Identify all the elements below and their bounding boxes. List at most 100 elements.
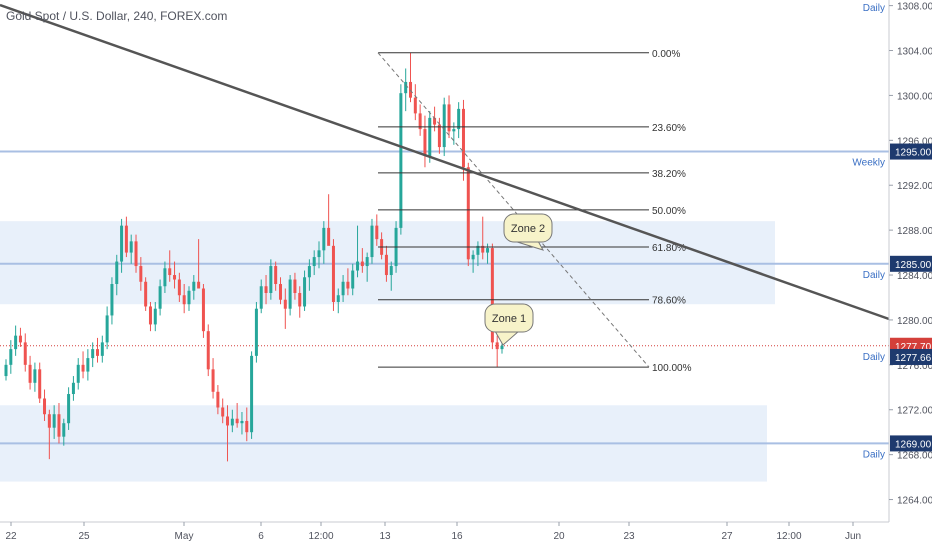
candle-body (177, 279, 181, 296)
descending-trendline (0, 3, 890, 321)
candle-body (134, 241, 138, 267)
candle-body (245, 420, 249, 433)
price-axis-background (889, 0, 932, 550)
price-tick-label: 1292.00 (897, 181, 932, 192)
candle-body (67, 394, 71, 424)
candle-body (23, 342, 27, 365)
candle-body (486, 248, 490, 253)
candle-body (360, 261, 364, 267)
daily-price-tag: 1277.66 (895, 353, 932, 364)
candle-body (447, 104, 451, 132)
candle-body (457, 108, 461, 130)
candle-body (240, 420, 244, 424)
candle-body (95, 349, 99, 356)
candle-body (18, 335, 22, 343)
candle-body (124, 225, 128, 253)
candle-body (120, 225, 124, 262)
candle-body (158, 286, 162, 309)
candle-body (254, 308, 258, 356)
chart-title: Gold Spot / U.S. Dollar, 240, FOREX.com (6, 9, 228, 23)
candle-body (283, 299, 287, 309)
weekly-label: Weekly (852, 158, 885, 169)
candle-body (57, 414, 61, 437)
daily-price-tag-bg (890, 348, 932, 365)
candle-body (500, 345, 504, 350)
callout-bubble (503, 213, 553, 243)
candle-body (28, 364, 32, 383)
candle-body (192, 281, 196, 291)
candle-body (461, 108, 465, 168)
candle-body (197, 281, 201, 289)
candle-body (235, 418, 239, 424)
weekly-price-tag: 1295.00 (895, 148, 932, 159)
fib-level-label: 38.20% (652, 169, 686, 180)
fib-level-label: 61.80% (652, 243, 686, 254)
callout-bubble (484, 303, 534, 333)
candle-body (153, 308, 157, 325)
candle-body (351, 270, 355, 289)
candle-body (466, 167, 470, 260)
time-tick-label: 16 (451, 531, 463, 542)
candle-body (293, 279, 297, 293)
candle-body (43, 398, 47, 415)
candle-body (322, 227, 326, 251)
candle-body (442, 104, 446, 148)
candle-body (370, 225, 374, 258)
price-tick-label: 1300.00 (897, 91, 932, 102)
candle-body (187, 290, 191, 305)
candle-body (52, 414, 56, 428)
candle-body (250, 355, 254, 433)
candle-body (173, 275, 177, 280)
candle-body (269, 266, 273, 293)
candle-body (110, 284, 114, 316)
candle-body (62, 423, 66, 437)
time-tick-label: 12:00 (308, 531, 333, 542)
candle-body (317, 250, 321, 258)
candle-body (356, 261, 360, 271)
price-tick-label: 1272.00 (897, 406, 932, 417)
fib-level-label: 100.00% (652, 363, 692, 374)
candle-body (346, 281, 350, 289)
candle-body (404, 81, 408, 94)
candle-body (327, 227, 331, 246)
fib-level-label: 23.60% (652, 123, 686, 134)
fib-trend-line (377, 52, 650, 368)
candle-body (33, 369, 37, 383)
candle-body (211, 369, 215, 392)
zone-daily-label: Daily (863, 270, 885, 281)
candle-body (91, 349, 95, 359)
candle-body (437, 124, 441, 148)
candle-body (100, 342, 104, 356)
candle-body (384, 254, 388, 276)
candle-body (288, 279, 292, 309)
callout-label: Zone 1 (492, 313, 526, 325)
candle-body (433, 117, 437, 125)
candle-body (38, 369, 42, 399)
price-tick-label: 1276.00 (897, 361, 932, 372)
price-tick-label: 1308.00 (897, 2, 932, 13)
candle-body (168, 268, 172, 276)
price-tick-label: 1280.00 (897, 316, 932, 327)
fib-level-label: 78.60% (652, 296, 686, 307)
candle-body (76, 364, 80, 383)
zone-price-tag-bg (890, 435, 932, 452)
time-tick-label: 6 (258, 531, 264, 542)
candle-body (163, 268, 167, 287)
candle-body (331, 245, 335, 302)
candle-body (307, 266, 311, 278)
candle-body (86, 358, 90, 372)
candle-body (259, 286, 263, 309)
time-tick-label: 20 (553, 531, 565, 542)
current-daily-label: Daily (863, 352, 885, 363)
candle-body (389, 266, 393, 276)
candle-body (216, 391, 220, 408)
zone-daily-label: Daily (863, 449, 885, 460)
candle-body (278, 284, 282, 300)
price-tick-label: 1268.00 (897, 451, 932, 462)
weekly-price-tag-bg (890, 143, 932, 160)
candle-body (481, 245, 485, 253)
candle-body (230, 418, 234, 426)
candle-body (206, 331, 210, 370)
